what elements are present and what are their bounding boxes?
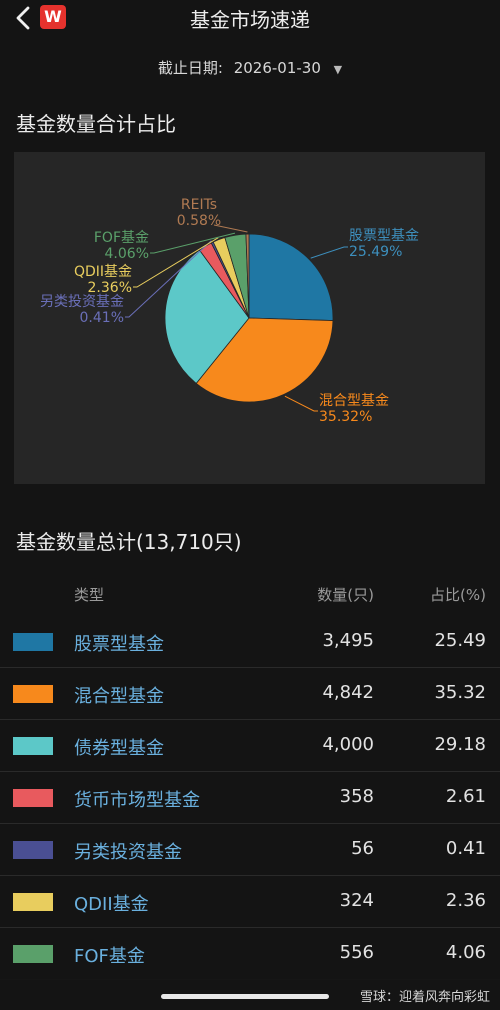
leader-line	[310, 246, 348, 259]
date-value: 2026-01-30	[233, 59, 321, 77]
slice-value-label: 0.41%	[80, 310, 124, 326]
col-type-header: 类型	[74, 586, 105, 604]
fund-pct: 2.61	[445, 786, 486, 807]
pie-slice[interactable]	[245, 233, 250, 319]
pie-slice[interactable]	[248, 233, 334, 321]
leader-line	[150, 232, 236, 254]
dropdown-triangle-icon: ▼	[333, 63, 343, 76]
slice-name-label: 混合型基金	[319, 392, 389, 409]
fund-pct: 0.41	[445, 838, 486, 859]
fund-count: 556	[339, 942, 374, 963]
fund-count: 324	[339, 890, 374, 911]
slice-value-label: 35.32%	[319, 409, 372, 425]
fund-count: 4,000	[322, 734, 374, 755]
fund-pct: 29.18	[434, 734, 486, 755]
color-swatch	[13, 893, 53, 911]
pie-chart-panel: 股票型基金 25.49% 混合型基金 35.32% 另类投资基金 0.41% QDII基金 2…	[14, 152, 485, 484]
table-row[interactable]: 另类投资基金 56 0.41	[0, 824, 500, 876]
fund-pct: 4.06	[445, 942, 486, 963]
table-header: 类型 数量(只) 占比(%)	[0, 584, 500, 606]
color-swatch	[13, 633, 53, 651]
slice-value-label: 4.06%	[105, 246, 149, 262]
fund-count: 4,842	[322, 682, 374, 703]
fund-count: 358	[339, 786, 374, 807]
leader-line	[213, 224, 248, 233]
slice-name-label: 另类投资基金	[40, 293, 124, 310]
leader-line	[133, 237, 219, 288]
fund-type-name[interactable]: 股票型基金	[74, 634, 164, 655]
fund-type-name[interactable]: FOF基金	[74, 946, 145, 967]
fund-pct: 2.36	[445, 890, 486, 911]
slice-name-label: REITs	[181, 197, 217, 213]
back-arrow-icon[interactable]	[12, 4, 36, 32]
color-swatch	[13, 685, 53, 703]
fund-type-name[interactable]: QDII基金	[74, 894, 149, 915]
fund-pct: 35.32	[434, 682, 486, 703]
col-count-header: 数量(只)	[317, 586, 374, 604]
table-row[interactable]: 债券型基金 4,000 29.18	[0, 720, 500, 772]
table-row[interactable]: 股票型基金 3,495 25.49	[0, 616, 500, 668]
slice-value-label: 2.36%	[88, 280, 132, 296]
page-title: 基金市场速递	[190, 8, 310, 32]
fund-type-name[interactable]: 货币市场型基金	[74, 790, 200, 811]
fund-table: 股票型基金 3,495 25.49 混合型基金 4,842 35.32 债券型基…	[0, 616, 500, 980]
fund-type-name[interactable]: 债券型基金	[74, 738, 164, 759]
fund-type-name[interactable]: 另类投资基金	[74, 842, 182, 863]
color-swatch	[13, 945, 53, 963]
fund-count: 56	[351, 838, 374, 859]
col-pct-header: 占比(%)	[430, 586, 486, 604]
slice-value-label: 0.58%	[177, 213, 221, 229]
leader-line	[284, 395, 318, 412]
bottom-fade	[0, 966, 500, 1010]
share-section-title: 基金数量合计占比	[16, 112, 176, 136]
fund-type-name[interactable]: 混合型基金	[74, 686, 164, 707]
date-label: 截止日期:	[157, 59, 223, 77]
watermark-text: 雪球：迎着风奔向彩虹	[359, 990, 490, 1005]
slice-name-label: QDII基金	[74, 263, 132, 280]
pie-slice[interactable]	[195, 317, 334, 403]
app-logo-icon: W	[40, 5, 66, 29]
color-swatch	[13, 789, 53, 807]
date-selector[interactable]: 截止日期: 2026-01-30 ▼	[0, 57, 500, 78]
color-swatch	[13, 737, 53, 755]
leader-line	[125, 240, 212, 318]
color-swatch	[13, 841, 53, 859]
pie-slice[interactable]	[164, 249, 250, 384]
home-indicator[interactable]	[161, 994, 329, 999]
table-row[interactable]: QDII基金 324 2.36	[0, 876, 500, 928]
table-row[interactable]: 混合型基金 4,842 35.32	[0, 668, 500, 720]
table-row[interactable]: 货币市场型基金 358 2.61	[0, 772, 500, 824]
slice-value-label: 25.49%	[349, 244, 402, 260]
header-bar: W 基金市场速递	[0, 0, 500, 40]
slice-name-label: FOF基金	[94, 229, 149, 246]
fund-count: 3,495	[322, 630, 374, 651]
total-section-title: 基金数量总计(13,710只)	[16, 530, 242, 554]
slice-name-label: 股票型基金	[349, 227, 419, 244]
fund-pct: 25.49	[434, 630, 486, 651]
